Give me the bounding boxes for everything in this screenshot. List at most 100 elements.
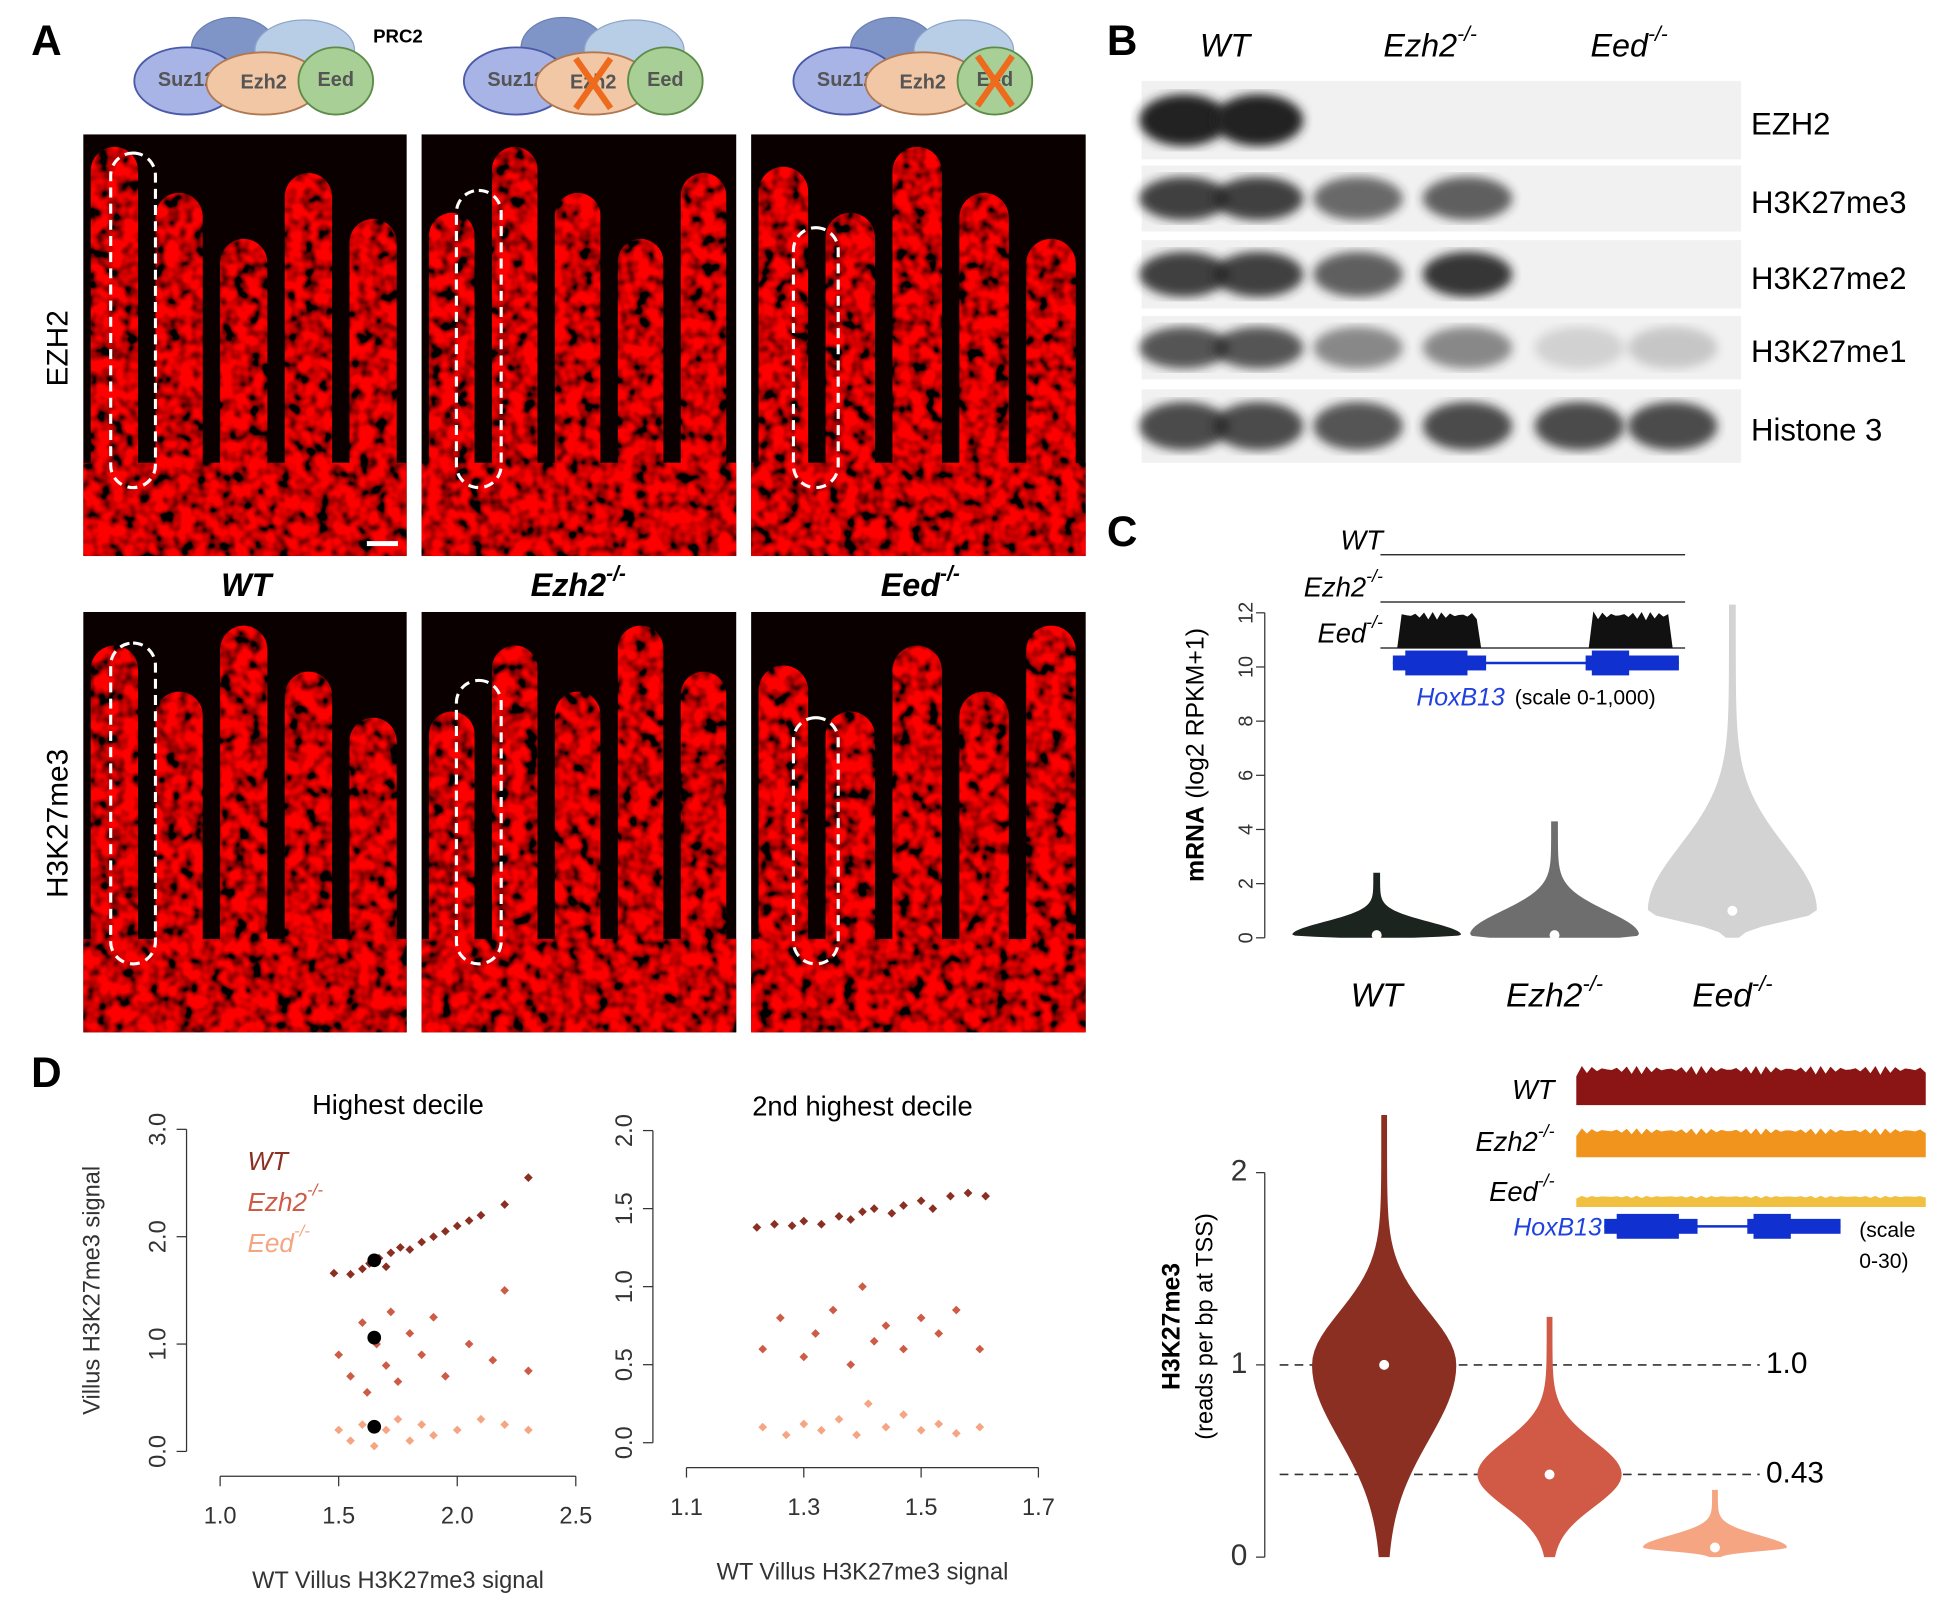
y-tick-label: 3.0 <box>145 1113 171 1146</box>
genotype-label: WT <box>221 567 275 603</box>
y-tick-label: 4 <box>1236 824 1258 835</box>
track-label-name: Ezh2 <box>1304 572 1366 603</box>
blot-band <box>1313 176 1403 221</box>
reference-label: 1.0 <box>1766 1347 1807 1380</box>
x-axis-label: WT Villus H3K27me3 signal <box>252 1568 544 1594</box>
point <box>981 1191 990 1201</box>
subunit-label: Eed <box>318 69 354 91</box>
violin <box>1642 1489 1788 1558</box>
scale-label: (scale <box>1859 1219 1915 1242</box>
blot-band <box>1627 326 1718 369</box>
scale-bar <box>366 541 398 547</box>
y-axis-label-unit: (log2 RPKM+1) <box>1181 628 1209 799</box>
villus <box>617 238 664 507</box>
point <box>975 1422 985 1432</box>
point <box>381 1361 391 1370</box>
point <box>524 1173 533 1182</box>
genotype-label: Ezh2-/- <box>531 562 626 602</box>
knockout-cross <box>573 56 614 111</box>
point <box>846 1360 856 1370</box>
point <box>811 1329 820 1338</box>
x-tick-label: 2.5 <box>559 1504 592 1530</box>
blot-band <box>1422 251 1513 297</box>
protein-label: H3K27me1 <box>1751 334 1906 369</box>
point <box>799 1419 809 1429</box>
track-label: Eed-/- <box>1317 612 1383 649</box>
subunit-label: Ezh2 <box>900 72 946 94</box>
outline <box>454 188 503 490</box>
point <box>869 1204 879 1213</box>
median-dot <box>1544 1469 1555 1480</box>
genotype-label: Eed-/- <box>881 562 960 602</box>
x-tick-label: 1.3 <box>787 1495 820 1521</box>
highlight-point <box>367 1330 382 1345</box>
track-signal <box>1576 1128 1926 1158</box>
track-label-name: WT <box>1512 1074 1557 1105</box>
blot-band <box>1313 401 1403 451</box>
point <box>395 1243 405 1252</box>
villus <box>1026 625 1076 983</box>
point <box>393 1414 403 1424</box>
panel-label: D <box>31 1049 62 1096</box>
panel-label: C <box>1107 508 1138 555</box>
x-tick-label: 1.7 <box>1022 1495 1055 1521</box>
micrograph <box>751 134 1086 557</box>
y-tick-label: 10 <box>1236 656 1258 678</box>
micrograph <box>421 611 737 1033</box>
blot-band <box>1422 401 1513 451</box>
villus <box>155 691 203 983</box>
point <box>928 1204 938 1213</box>
point <box>452 1425 462 1435</box>
y-tick-label: 6 <box>1236 770 1258 781</box>
genotype-label-name: WT <box>221 567 275 603</box>
median-dot <box>1549 930 1560 941</box>
point <box>524 1366 533 1376</box>
point <box>916 1196 926 1206</box>
subunit-label: Ezh2 <box>240 72 286 94</box>
track-label-name: Eed <box>1489 1176 1538 1207</box>
legend-entry-name: Eed <box>247 1228 295 1258</box>
median-dot <box>1371 930 1382 941</box>
genotype-label-name: Eed <box>881 567 942 603</box>
legend-entry: Ezh2-/- <box>247 1181 323 1217</box>
point <box>417 1420 427 1429</box>
point <box>405 1436 415 1446</box>
genotype-label-name: Eed <box>1590 27 1649 63</box>
gene-exon <box>1616 1213 1679 1239</box>
point <box>464 1216 474 1225</box>
point <box>775 1313 785 1323</box>
track-label: Eed-/- <box>1489 1170 1555 1207</box>
x-tick-label: 1.5 <box>322 1504 355 1530</box>
blot-band <box>1213 94 1304 146</box>
median-dot <box>1379 1359 1390 1370</box>
point <box>899 1410 908 1419</box>
point <box>500 1420 510 1429</box>
x-tick-label-name: Eed <box>1692 977 1753 1014</box>
y-axis-label-unit: (reads per bp at TSS) <box>1193 1213 1219 1440</box>
villus <box>680 671 727 983</box>
subunit-label: Eed <box>647 69 683 91</box>
blot-band <box>1313 251 1403 297</box>
blot-band <box>1213 176 1304 221</box>
protein-label: Histone 3 <box>1751 412 1882 447</box>
x-tick-label: WT <box>1351 977 1406 1014</box>
point <box>334 1350 344 1360</box>
genotype-label-name: Ezh2 <box>531 567 606 603</box>
genotype-label-sup: -/- <box>606 562 626 585</box>
y-axis-label: Villus H3K27me3 signal <box>80 1166 106 1415</box>
blot-band <box>1213 401 1304 451</box>
point <box>334 1425 344 1435</box>
point <box>858 1282 867 1291</box>
violin <box>1477 1316 1622 1558</box>
point <box>887 1208 897 1218</box>
point <box>358 1318 367 1327</box>
genotype-label-sup: -/- <box>940 562 960 585</box>
violin <box>1647 604 1817 938</box>
point <box>358 1264 367 1274</box>
point <box>828 1305 838 1315</box>
y-axis-label: H3K27me3 <box>1157 1263 1185 1390</box>
point <box>429 1312 438 1322</box>
blot-band <box>1139 401 1229 451</box>
